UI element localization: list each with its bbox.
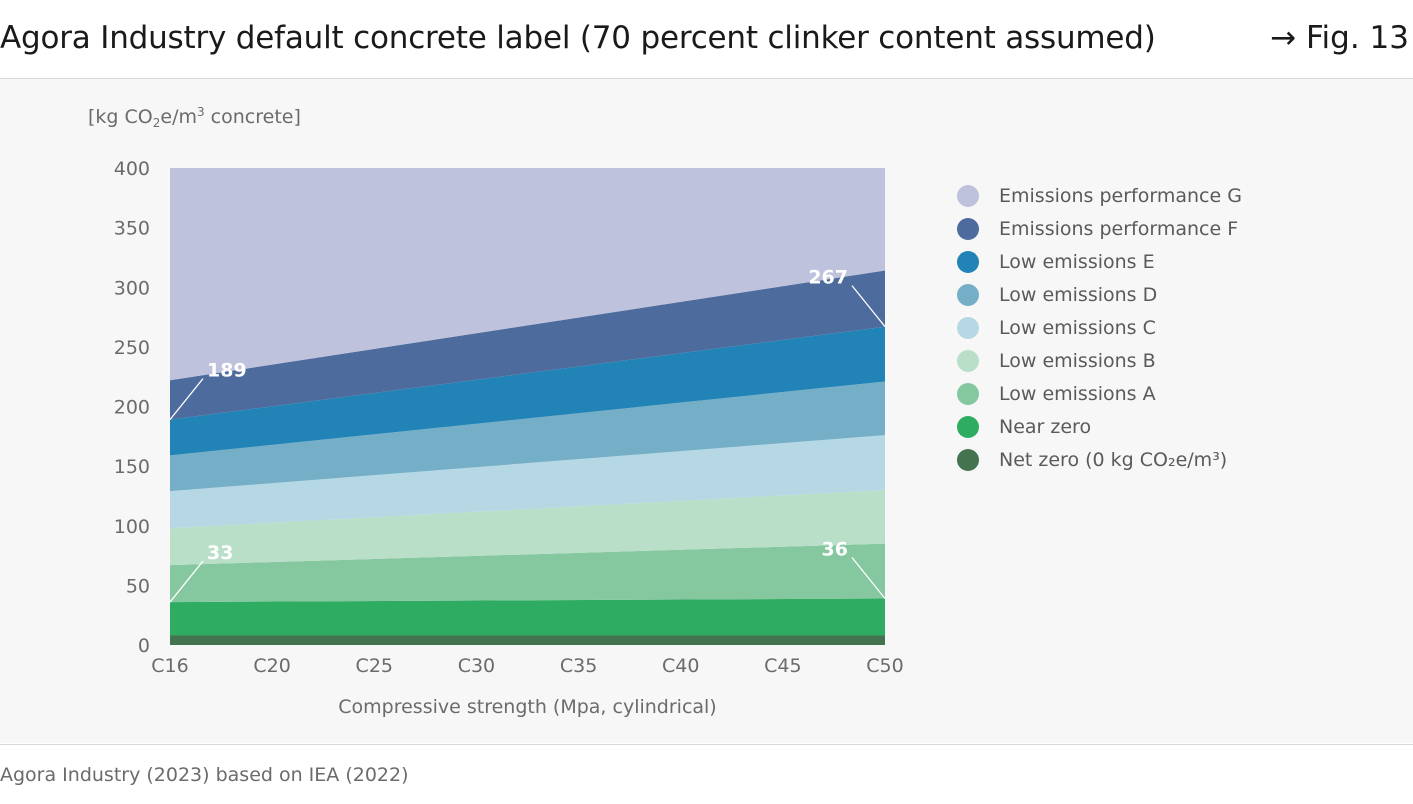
legend-swatch bbox=[957, 284, 979, 306]
x-tick-label: C45 bbox=[764, 655, 801, 677]
y-tick-label: 400 bbox=[114, 158, 150, 180]
x-tick-label: C50 bbox=[866, 655, 903, 677]
area-band-1 bbox=[170, 598, 885, 636]
annotation-leader-line bbox=[851, 285, 886, 328]
chart-title: Agora Industry default concrete label (7… bbox=[0, 20, 1156, 56]
legend-label: Low emissions D bbox=[999, 284, 1158, 306]
data-label: 267 bbox=[808, 267, 848, 289]
x-tick-label: C16 bbox=[151, 655, 188, 677]
legend-label: Low emissions C bbox=[999, 317, 1156, 339]
annotation-leader-line bbox=[851, 557, 886, 599]
area-band-0 bbox=[170, 635, 885, 645]
x-axis-label: Compressive strength (Mpa, cylindrical) bbox=[338, 696, 717, 718]
legend-swatch bbox=[957, 317, 979, 339]
legend-label: Net zero (0 kg CO₂e/m³) bbox=[999, 449, 1228, 471]
unit-superscript: 3 bbox=[197, 105, 205, 119]
area-band-8 bbox=[170, 168, 885, 381]
annotation-leader-line bbox=[169, 378, 204, 421]
x-tick-label: C20 bbox=[253, 655, 290, 677]
x-tick-label: C40 bbox=[662, 655, 699, 677]
area-band-7 bbox=[170, 270, 885, 420]
legend-swatch bbox=[957, 449, 979, 471]
y-tick-label: 200 bbox=[114, 397, 150, 419]
y-tick-label: 150 bbox=[114, 456, 150, 478]
y-tick-label: 250 bbox=[114, 337, 150, 359]
unit-middle: e/m bbox=[160, 106, 197, 128]
x-tick-label: C35 bbox=[560, 655, 597, 677]
figure-reference: → Fig. 13 bbox=[1270, 20, 1409, 56]
unit-suffix: concrete] bbox=[204, 106, 301, 128]
legend-label: Low emissions A bbox=[999, 383, 1156, 405]
legend-label: Emissions performance F bbox=[999, 218, 1239, 240]
y-tick-label: 0 bbox=[138, 635, 150, 657]
y-tick-label: 350 bbox=[114, 218, 150, 240]
source-note: Agora Industry (2023) based on IEA (2022… bbox=[0, 764, 409, 786]
unit-subscript: 2 bbox=[152, 116, 161, 130]
y-axis-unit: [kg CO2e/m3 concrete] bbox=[88, 105, 301, 130]
legend-label: Low emissions B bbox=[999, 350, 1156, 372]
unit-prefix: [kg CO bbox=[88, 106, 153, 128]
legend-swatch bbox=[957, 218, 979, 240]
legend-swatch bbox=[957, 185, 979, 207]
footer-divider bbox=[0, 744, 1413, 745]
legend-label: Emissions performance G bbox=[999, 185, 1242, 207]
y-tick-label: 300 bbox=[114, 277, 150, 299]
area-band-5 bbox=[170, 381, 885, 492]
data-label: 36 bbox=[822, 538, 848, 560]
y-tick-label: 50 bbox=[126, 575, 150, 597]
header: Agora Industry default concrete label (7… bbox=[0, 0, 1413, 79]
annotation-leader-line bbox=[169, 560, 204, 603]
legend-swatch bbox=[957, 416, 979, 438]
area-band-3 bbox=[170, 489, 885, 566]
x-tick-label: C25 bbox=[356, 655, 393, 677]
area-band-6 bbox=[170, 326, 885, 456]
legend-swatch bbox=[957, 251, 979, 273]
data-label: 33 bbox=[207, 542, 233, 564]
data-label: 189 bbox=[207, 360, 247, 382]
legend-swatch bbox=[957, 383, 979, 405]
area-band-4 bbox=[170, 435, 885, 529]
legend-label: Near zero bbox=[999, 416, 1092, 438]
legend-label: Low emissions E bbox=[999, 251, 1155, 273]
y-tick-label: 100 bbox=[114, 516, 150, 538]
area-band-2 bbox=[170, 543, 885, 603]
x-tick-label: C30 bbox=[458, 655, 495, 677]
legend-swatch bbox=[957, 350, 979, 372]
